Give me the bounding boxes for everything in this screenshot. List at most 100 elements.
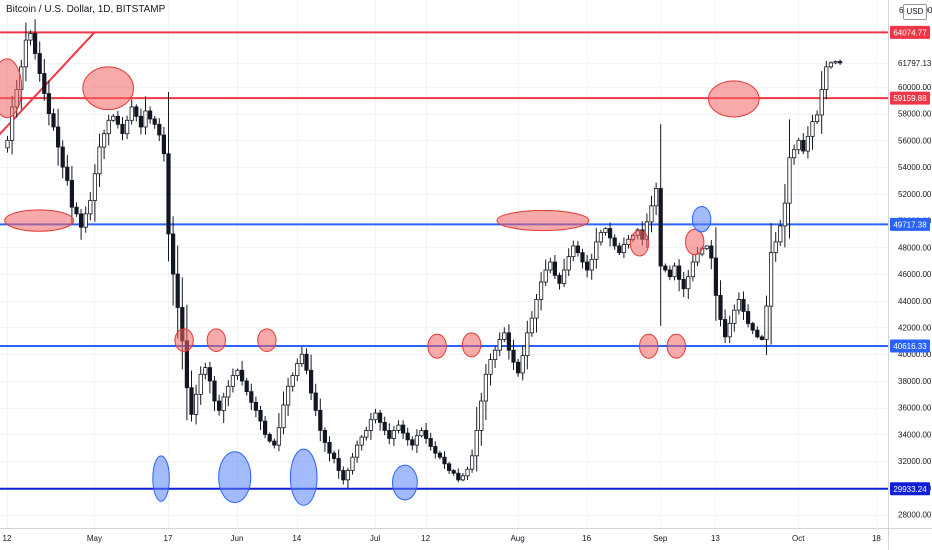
candle-body: [419, 430, 424, 437]
candle: [5, 135, 10, 153]
red-highlight-circle: [639, 333, 659, 359]
candle-body: [92, 173, 97, 201]
candle-body: [423, 430, 429, 439]
candle-body: [143, 110, 148, 128]
candle: [79, 208, 84, 240]
candle: [161, 126, 166, 162]
candle-body: [189, 387, 194, 415]
candle: [203, 362, 208, 380]
red-highlight-circle: [174, 328, 194, 353]
candle: [451, 468, 456, 476]
candle-body: [120, 123, 125, 135]
candle: [529, 311, 535, 337]
candle: [253, 396, 258, 418]
candle-body: [474, 430, 479, 457]
level-label-bg: [890, 25, 930, 39]
candle-body: [345, 470, 351, 481]
candle: [764, 295, 769, 356]
candle-body: [37, 53, 42, 74]
price-tick-label: 61797.13: [898, 59, 932, 68]
candle: [456, 468, 461, 483]
candle: [815, 110, 820, 124]
red-highlight-circle: [708, 80, 760, 118]
level-price-label: 59159.88: [890, 91, 930, 105]
candle-body: [322, 430, 328, 443]
level-label-text: 40616.33: [893, 342, 927, 351]
time-tick-label: 18: [872, 534, 881, 543]
candle: [479, 392, 484, 446]
red-highlight-circle: [257, 328, 277, 353]
candle: [111, 113, 116, 122]
candle: [322, 427, 328, 452]
candle: [129, 99, 134, 125]
candle-body: [400, 424, 406, 434]
candle-body: [125, 119, 130, 135]
candle-body: [819, 89, 824, 116]
candle-body: [115, 115, 120, 125]
candle-body: [506, 332, 512, 351]
candle: [193, 384, 199, 425]
candle: [102, 129, 107, 160]
candle-body: [221, 396, 226, 411]
candle-body: [327, 442, 332, 454]
time-tick-label: Jun: [231, 534, 244, 543]
candle-body: [566, 256, 571, 271]
candle: [805, 126, 811, 159]
candle-body: [249, 391, 254, 403]
candle-body: [83, 213, 88, 228]
candle: [663, 263, 668, 273]
candle: [166, 91, 171, 262]
candle: [23, 22, 29, 82]
candle-body: [28, 33, 33, 41]
candle-body: [649, 205, 654, 223]
candle: [672, 262, 677, 281]
candle: [198, 366, 203, 405]
candle: [575, 240, 581, 257]
plot-area: [0, 0, 888, 528]
candle-body: [253, 401, 258, 411]
candle: [414, 429, 420, 453]
candle: [667, 265, 673, 281]
candle-body: [796, 139, 801, 151]
candle-body: [750, 323, 755, 331]
candles: [5, 19, 843, 488]
candle-body: [580, 252, 585, 263]
candle: [741, 291, 746, 321]
candle: [502, 327, 507, 343]
candle-body: [428, 438, 433, 447]
candle: [796, 137, 801, 155]
candle-body: [267, 434, 272, 442]
candle-body: [585, 261, 590, 271]
candle: [621, 237, 627, 259]
candle-body: [704, 245, 709, 250]
candle-body: [60, 146, 65, 168]
candle: [42, 59, 47, 101]
candle: [405, 427, 410, 446]
candle: [469, 449, 475, 473]
candle-body: [396, 424, 401, 431]
candle: [354, 440, 360, 463]
candle-body: [575, 245, 581, 254]
candle: [28, 30, 33, 46]
currency-badge[interactable]: USD: [903, 4, 927, 20]
candle-body: [281, 404, 286, 429]
time-tick-label: 14: [292, 534, 301, 543]
candle: [552, 255, 558, 280]
candle-body: [65, 166, 70, 181]
candle: [60, 140, 65, 179]
candle-body: [203, 367, 208, 375]
time-tick-label: 13: [711, 534, 720, 543]
candle-body: [414, 435, 420, 446]
candle: [433, 441, 438, 459]
candle: [46, 80, 52, 126]
candle: [410, 436, 415, 451]
candle-body: [198, 373, 203, 395]
price-tick-label: 44000.00: [898, 297, 932, 306]
candle: [589, 253, 594, 280]
time-axis: 12 May 17 Jun 14 Jul 12 Aug 16 Sep 13 Oct 18: [3, 534, 882, 543]
level-label-bg: [890, 482, 930, 496]
candle-body: [313, 392, 318, 411]
candle-body: [226, 385, 231, 398]
candle-body: [299, 353, 305, 364]
candle-body: [736, 299, 742, 311]
